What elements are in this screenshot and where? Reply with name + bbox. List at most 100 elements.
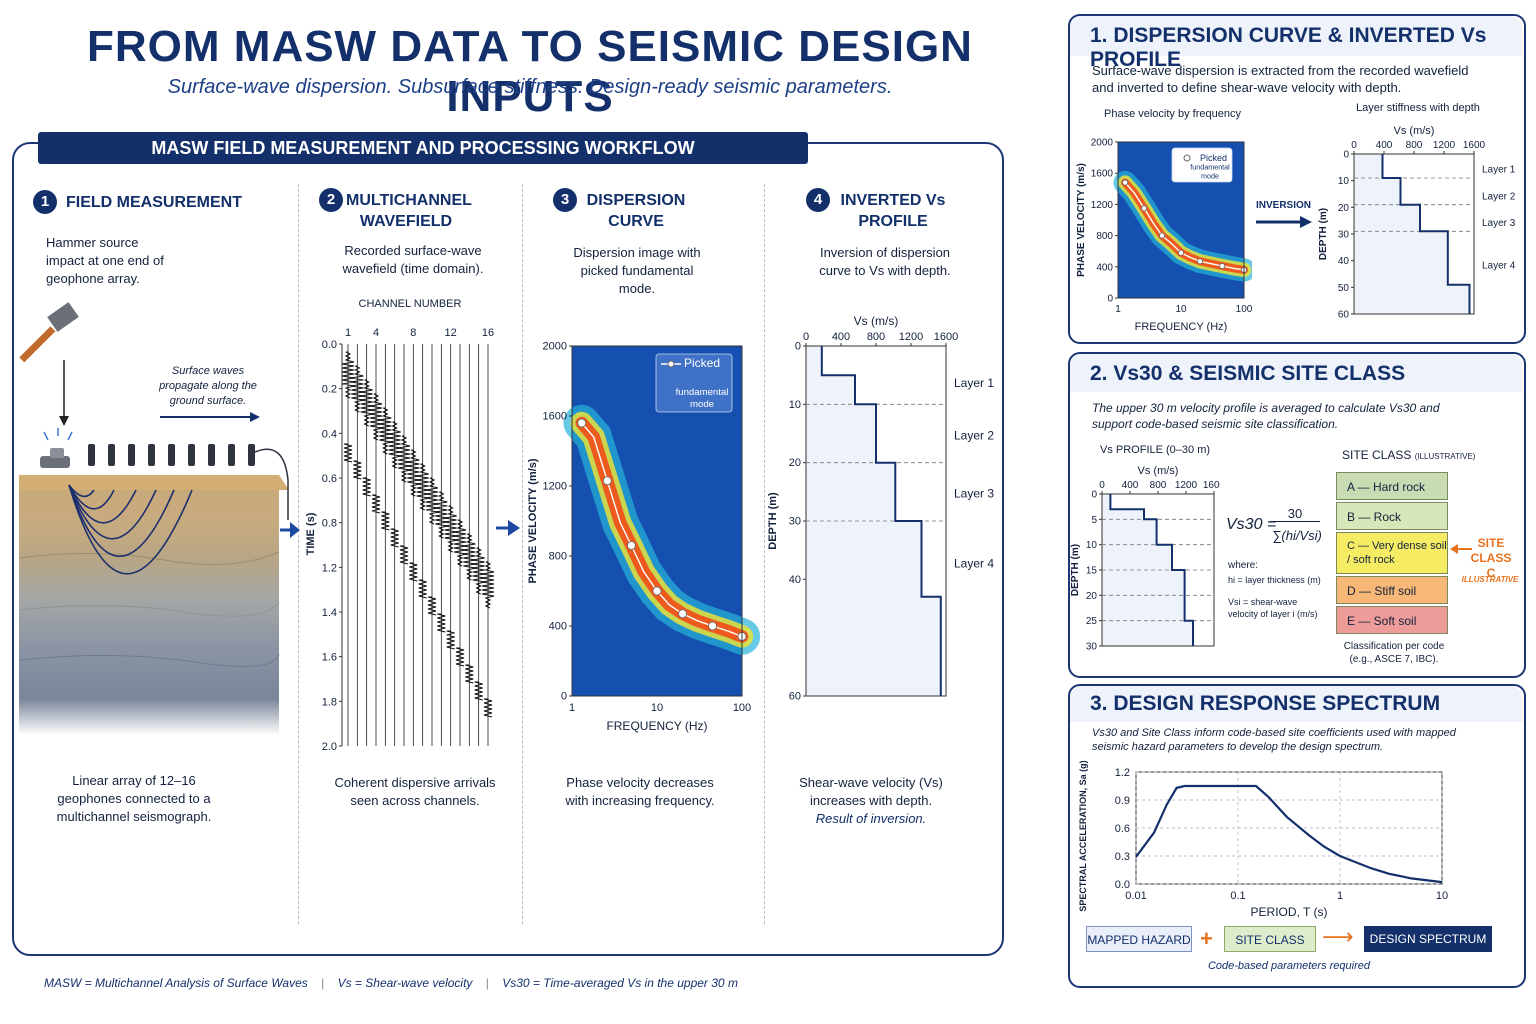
x-tick-label: 0.1: [1230, 890, 1245, 902]
footer-vs30: Vs30 = Time-averaged Vs in the upper 30 …: [502, 976, 738, 990]
y-tick-label: 1600: [1091, 169, 1114, 180]
vs30-profile-chart: 0 400 800 1200 1600 0 5 10 15 20 25 30 Vs (m/s) DEPTH…: [1070, 465, 1220, 653]
y-tick-label: 20: [1338, 203, 1350, 214]
footer-divider: |: [321, 976, 325, 990]
vs-profile-chart: 0 400 800 1200 1600 0 10 20 30 40 60 Vs (m/s) DEPTH …: [767, 314, 994, 703]
arrival-wiggle: [437, 613, 446, 633]
formula-where: where:: [1228, 560, 1259, 571]
arrival-wiggle: [418, 579, 427, 599]
arrival-wiggle: [444, 505, 457, 553]
layer-label: Layer 1: [1482, 165, 1516, 176]
x-tick-label: 8: [410, 327, 416, 339]
dispersion-chart: 0 400 800 1200 1600 2000 1 10 100 FREQUENCY (Hz) P…: [527, 341, 761, 733]
y-tick-label: 0.3: [1115, 851, 1130, 863]
y-tick-label: 1.4: [322, 607, 337, 619]
arrival-wiggle: [446, 630, 455, 650]
step-2-bottom: Coherent dispersive arrivals seen across…: [334, 775, 496, 808]
inversion-arrow-icon: [1256, 216, 1312, 228]
site-class-code-note: Classification per code (e.g., ASCE 7, I…: [1343, 641, 1445, 665]
arrival-wiggle: [381, 511, 390, 531]
y-tick-label: 1200: [1091, 200, 1114, 211]
arrival-wiggle: [407, 449, 420, 497]
x-tick-label: 1600: [1463, 140, 1486, 151]
x-tick-label: 16: [482, 327, 494, 339]
y-tick-label: 1.8: [322, 696, 337, 708]
x-axis-label: Vs (m/s): [854, 314, 899, 328]
y-tick-label: 0.0: [1115, 879, 1130, 891]
picked-point: [602, 476, 612, 486]
step-divider: [764, 184, 765, 924]
site-class-e: E — Soft soil: [1336, 606, 1448, 634]
x-axis-label: Vs (m/s): [1138, 465, 1179, 477]
picked-point: [1122, 179, 1129, 186]
site-class-d: D — Stiff soil: [1336, 576, 1448, 604]
site-class-c-label: C — Very dense soil / soft rock: [1347, 540, 1447, 566]
geophone-array: [88, 444, 255, 466]
y-tick-label: 0: [1107, 294, 1113, 305]
y-tick-label: 1.6: [322, 652, 337, 664]
formula-numerator: 30: [1270, 506, 1320, 522]
x-axis-label: FREQUENCY (Hz): [1135, 321, 1228, 333]
x-tick-label: 1: [345, 327, 351, 339]
arrival-wiggle: [465, 664, 474, 684]
panel-2-header-bg: [1070, 354, 1522, 392]
step-divider: [298, 184, 299, 924]
x-tick-label: 10: [1436, 890, 1448, 902]
legend-label: Picked: [1200, 153, 1227, 163]
plot-frame: [571, 345, 743, 697]
panel-1-left-caption: Phase velocity by frequency: [1104, 108, 1241, 120]
y-tick-label: 30: [1338, 230, 1350, 241]
layer-label: Layer 1: [954, 376, 994, 390]
step-3-bottom: Phase velocity decreases with increasing…: [565, 775, 715, 808]
arrival-wiggle: [388, 421, 401, 469]
site-class-a: A — Hard rock: [1336, 472, 1448, 500]
step-1-title: FIELD MEASUREMENT: [66, 194, 242, 211]
x-tick-label: 0.01: [1125, 890, 1146, 902]
panel-2-title: 2. Vs30 & SEISMIC SITE CLASS: [1090, 362, 1406, 385]
x-tick-label: 1600: [934, 331, 958, 343]
arrival-wiggle: [369, 393, 383, 441]
vs-small-chart: 0 400 800 1200 1600 0 10 20 30 40 50 60 Vs (m/s) DEPT…: [1318, 125, 1516, 321]
panel-1-header-bg: [1070, 16, 1522, 56]
next-arrow-icon: [508, 520, 520, 536]
site-class-d-label: D — Stiff soil: [1347, 584, 1417, 598]
wave-note: Surface waves propagate along the ground…: [159, 365, 257, 407]
y-tick-label: 2.0: [322, 741, 337, 753]
legend-sub: fundamental: [676, 387, 729, 398]
arrival-wiggle: [416, 463, 429, 511]
y-tick-label: 0.2: [322, 384, 337, 396]
y-tick-label: 40: [789, 574, 801, 586]
field-measurement-illustration: [18, 302, 300, 735]
arrival-wiggle: [472, 547, 485, 595]
layer-label: Layer 3: [954, 487, 994, 501]
site-class-b: B — Rock: [1336, 502, 1448, 530]
layer-label: Layer 2: [954, 428, 994, 442]
y-tick-label: 1600: [543, 411, 567, 423]
site-class-title-text: SITE CLASS: [1342, 448, 1412, 462]
x-tick-label: 800: [867, 331, 885, 343]
arrival-wiggle: [427, 596, 437, 616]
y-tick-label: 400: [549, 621, 567, 633]
panel-1-right-caption: Layer stiffness with depth: [1356, 102, 1480, 114]
site-class-e-label: E — Soft soil: [1347, 614, 1417, 628]
y-tick-label: 0: [561, 691, 567, 703]
picked-point: [652, 586, 662, 596]
layer-label: Layer 4: [1482, 261, 1516, 272]
plus-icon: +: [1200, 926, 1213, 951]
legend-marker: [1183, 154, 1191, 162]
formula-denominator: ∑(hi/Vsi): [1272, 528, 1322, 543]
panel-3-note: Code-based parameters required: [1207, 960, 1371, 972]
arrival-wiggle: [399, 545, 409, 565]
formula-lhs: Vs30 =: [1226, 516, 1277, 533]
vs-fill: [1354, 154, 1470, 314]
panel-1-title: 1. DISPERSION CURVE & INVERTED Vs PROFIL…: [1090, 24, 1487, 71]
x-tick-label: 400: [1376, 140, 1393, 151]
arrival-wiggle: [455, 647, 465, 667]
wave-fronts: [68, 484, 193, 575]
step-2-number: 2: [319, 188, 343, 212]
channel-axis-title: CHANNEL NUMBER: [358, 298, 462, 310]
y-tick-label: 2000: [1091, 138, 1114, 149]
soil-layers: [19, 475, 279, 735]
arrival-wiggle: [409, 562, 418, 582]
y-tick-label: 20: [789, 457, 801, 469]
